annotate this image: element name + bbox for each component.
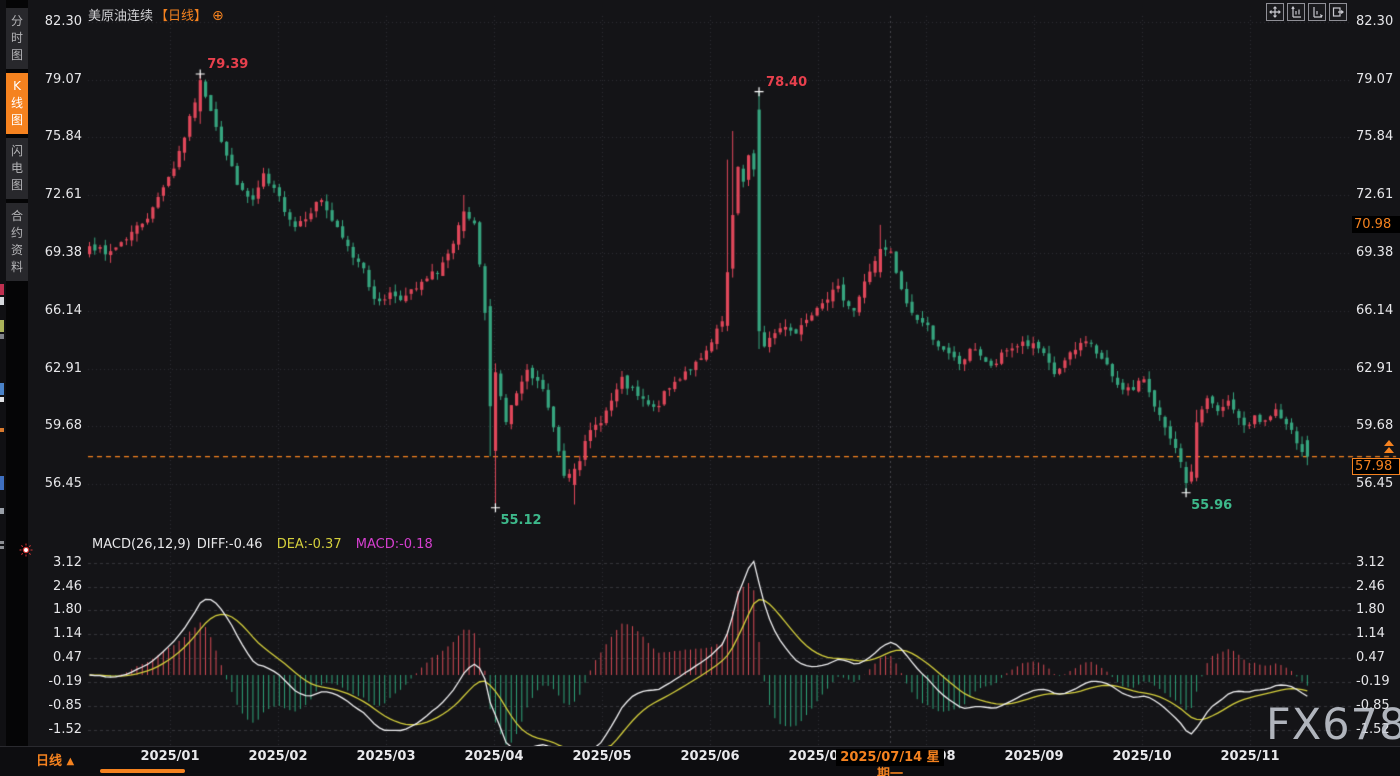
month-label: 2025/03 <box>356 749 416 764</box>
price-axis-tick: 75.84 <box>1356 129 1394 145</box>
price-axis-tick: 62.91 <box>1356 360 1394 376</box>
price-axis-tick: 72.61 <box>44 187 82 203</box>
period-arrow-icon: ▲ <box>66 756 75 767</box>
chart-title: 美原油连续 【日线】 ⊕ <box>88 5 224 24</box>
chart-toolbar <box>1266 3 1347 21</box>
edge-fragment <box>0 428 4 432</box>
edge-fragment <box>0 397 4 402</box>
price-axis-tick: 66.14 <box>1356 302 1394 318</box>
price-axis-tick: 82.30 <box>44 14 82 29</box>
macd-axis-tick: -1.52 <box>48 721 82 737</box>
edge-fragment <box>0 383 4 395</box>
price-axis-tick: 56.45 <box>1356 475 1394 491</box>
edge-fragment <box>0 320 4 332</box>
macd-axis-tick: 3.12 <box>1356 554 1385 570</box>
macd-axis-tick: 1.14 <box>53 626 82 642</box>
macd-header: MACD(26,12,9) DIFF:-0.46 DEA:-0.37 MACD:-… <box>92 537 443 552</box>
price-axis-tick: 59.68 <box>1356 418 1394 434</box>
edge-fragment <box>0 297 4 305</box>
macd-axis-tick: 0.47 <box>53 650 82 666</box>
price-axis-tick: 75.84 <box>44 129 82 145</box>
export-chart-icon[interactable] <box>1329 3 1347 21</box>
sidebar-tab-1[interactable]: 分时图 <box>6 8 28 69</box>
price-axis-tick: 66.14 <box>44 302 82 318</box>
price-axis-tick: 72.61 <box>1356 187 1394 203</box>
month-label: 2025/06 <box>680 749 740 764</box>
macd-axis-tick: 2.46 <box>53 578 82 594</box>
price-axis-tick: 69.38 <box>44 244 82 260</box>
macd-axis-tick: -0.19 <box>48 673 82 689</box>
month-label: 2025/02 <box>248 749 308 764</box>
month-label: 2025/11 <box>1220 749 1280 764</box>
low-price-marker-label: 55.12 <box>500 512 542 528</box>
add-indicator-icon[interactable]: ⊕ <box>212 8 224 24</box>
price-axis-tick: 82.30 <box>1356 14 1394 29</box>
price-axis-tick: 79.07 <box>44 71 82 87</box>
sidebar-tab-4[interactable]: 合约资料 <box>6 203 28 281</box>
symbol-name: 美原油连续 <box>88 9 154 24</box>
macd-axis-tick: -1.52 <box>1356 721 1390 737</box>
edge-fragment <box>0 284 4 295</box>
macd-axis-tick: -0.85 <box>1356 697 1390 713</box>
sidebar-tab-label: 闪电图 <box>10 144 23 192</box>
price-axis-tick: 79.07 <box>1356 71 1394 87</box>
high-price-marker-label: 78.40 <box>766 74 808 90</box>
macd-macd-value: MACD:-0.18 <box>355 537 433 552</box>
edge-fragment <box>0 476 4 490</box>
price-up-arrow-icon <box>1384 447 1394 453</box>
macd-axis-tick: 1.14 <box>1356 626 1385 642</box>
time-axis-bar <box>0 747 1400 776</box>
pan-crosshair-icon[interactable] <box>1266 3 1284 21</box>
crosshair-date-tooltip: 2025/07/14 星期一 <box>836 749 944 776</box>
sidebar-tab-2[interactable]: K线图 <box>6 73 28 134</box>
macd-diff-value: DIFF:-0.46 <box>196 537 263 552</box>
macd-axis-tick: 1.80 <box>1356 602 1385 618</box>
price-axis-tick: 56.45 <box>44 475 82 491</box>
sidebar-tab-label: 合约资料 <box>10 209 23 274</box>
price-axis-tick: 69.38 <box>1356 244 1394 260</box>
month-label: 2025/07 <box>788 749 848 764</box>
chart-scrollbar-thumb[interactable] <box>100 769 185 773</box>
month-label: 2025/04 <box>464 749 524 764</box>
low-price-marker-label: 55.96 <box>1191 497 1233 513</box>
fx678-watermark: FX678 <box>1266 700 1400 750</box>
last-price-label: 57.98 <box>1352 458 1400 475</box>
high-price-marker-label: 79.39 <box>207 57 249 72</box>
indicator-settings-icon[interactable] <box>19 542 33 561</box>
macd-axis-tick: 2.46 <box>1356 578 1385 594</box>
month-label: 2025/01 <box>140 749 200 764</box>
edge-fragment <box>0 546 4 549</box>
price-up-arrow-icon <box>1384 440 1394 446</box>
sidebar-tab-label: 分时图 <box>10 14 23 62</box>
price-axis-tick: 62.91 <box>44 360 82 376</box>
macd-params-label: MACD(26,12,9) <box>92 537 191 552</box>
month-label: 2025/05 <box>572 749 632 764</box>
x-axis-scale-icon[interactable] <box>1308 3 1326 21</box>
chart-type-tab-strip: 分时图 K线图闪电图合约资料 <box>6 0 28 776</box>
period-selector[interactable]: 日线 ▲ <box>36 754 75 769</box>
sidebar-tab-3[interactable]: 闪电图 <box>6 138 28 199</box>
month-label: 2025/10 <box>1112 749 1172 764</box>
edge-fragment <box>0 334 4 339</box>
sidebar-tab-label: K线图 <box>10 79 23 127</box>
macd-axis-tick: 0.47 <box>1356 650 1385 666</box>
macd-dea-value: DEA:-0.37 <box>276 537 342 552</box>
upper-price-marker: 70.98 <box>1352 216 1400 233</box>
macd-axis-tick: -0.85 <box>48 697 82 713</box>
edge-fragment <box>0 508 4 514</box>
left-edge-fragments <box>0 0 6 776</box>
period-tag: 【日线】 <box>155 9 208 24</box>
edge-fragment <box>0 541 4 544</box>
footer-divider <box>0 746 1400 747</box>
price-axis-tick: 59.68 <box>44 418 82 434</box>
macd-axis-tick: 3.12 <box>53 554 82 570</box>
month-label: 2025/09 <box>1004 749 1064 764</box>
macd-axis-tick: 1.80 <box>53 602 82 618</box>
y-axis-scale-icon[interactable] <box>1287 3 1305 21</box>
macd-axis-tick: -0.19 <box>1356 673 1390 689</box>
